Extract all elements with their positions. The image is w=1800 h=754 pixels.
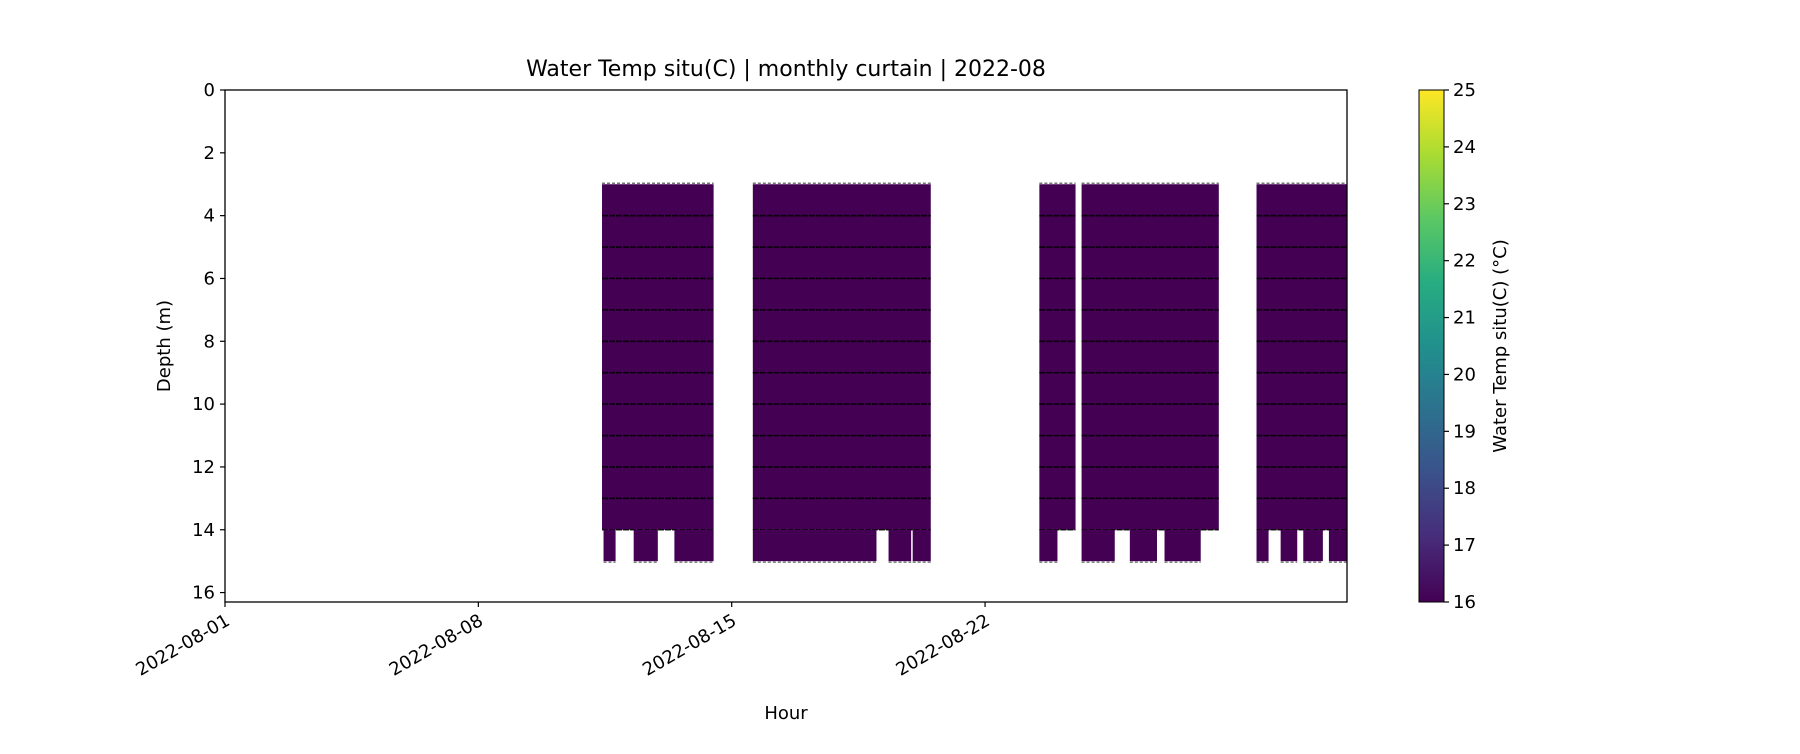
- y-tick-label: 12: [192, 457, 215, 478]
- lower-bin: [888, 529, 912, 562]
- y-axis-label: Depth (m): [154, 300, 175, 392]
- lower-bin: [674, 529, 714, 562]
- lower-bin: [1303, 529, 1323, 562]
- y-axis: 0 2 4 6 8 10 12 14 16: [192, 80, 225, 604]
- colorbar-tick-label: 23: [1453, 194, 1476, 215]
- lower-bin: [752, 529, 877, 562]
- colorbar-tick-label: 25: [1453, 80, 1476, 101]
- data-segment-1: [602, 184, 714, 530]
- colorbar-gradient: [1418, 89, 1445, 603]
- y-tick-label: 14: [192, 520, 215, 541]
- lower-bin: [1039, 529, 1058, 562]
- lower-bin: [1256, 529, 1269, 562]
- x-axis-label: Hour: [764, 703, 808, 724]
- lower-bin: [1280, 529, 1298, 562]
- data-segment-3: [1039, 184, 1076, 530]
- colorbar-tick-label: 24: [1453, 137, 1476, 158]
- chart-title: Water Temp situ(C) | monthly curtain | 2…: [526, 57, 1046, 82]
- lower-bin: [633, 529, 658, 562]
- lower-bin: [1164, 529, 1201, 562]
- lower-bin: [1129, 529, 1157, 562]
- y-tick-label: 16: [192, 583, 215, 604]
- y-tick-label: 6: [204, 268, 215, 289]
- x-axis: 2022-08-01 2022-08-08 2022-08-15 2022-08-22: [132, 602, 994, 681]
- plot-area: [602, 182, 1347, 563]
- colorbar-ticks: 16 17 18 19 20 21 22 23 24 25: [1444, 80, 1476, 613]
- lower-bin: [1328, 529, 1347, 562]
- y-tick-label: 8: [204, 331, 215, 352]
- lower-bin: [1081, 529, 1115, 562]
- plot-frame: [224, 89, 1348, 603]
- y-tick-label: 10: [192, 394, 215, 415]
- data-segment-2: [752, 184, 931, 530]
- x-tick-label: 2022-08-08: [386, 610, 487, 680]
- colorbar-tick-label: 19: [1453, 421, 1476, 442]
- colorbar: 16 17 18 19 20 21 22 23 24 25 Water Temp situ(C) …: [1418, 80, 1511, 613]
- y-tick-label: 2: [204, 143, 215, 164]
- colorbar-tick-label: 17: [1453, 535, 1476, 556]
- x-tick-label: 2022-08-15: [639, 610, 740, 680]
- lower-bin: [912, 529, 931, 562]
- y-tick-label: 0: [204, 80, 215, 101]
- colorbar-tick-label: 20: [1453, 364, 1476, 385]
- y-tick-label: 4: [204, 206, 215, 227]
- data-segment-4: [1081, 184, 1219, 530]
- colorbar-tick-label: 22: [1453, 251, 1476, 272]
- x-tick-label: 2022-08-22: [892, 610, 993, 680]
- x-tick-label: 2022-08-01: [132, 610, 233, 680]
- colorbar-tick-label: 21: [1453, 308, 1476, 329]
- lower-bin: [603, 529, 616, 562]
- colorbar-tick-label: 18: [1453, 478, 1476, 499]
- data-segment-5: [1256, 184, 1347, 530]
- colorbar-tick-label: 16: [1453, 592, 1476, 613]
- colorbar-label: Water Temp situ(C) (°C): [1490, 239, 1511, 452]
